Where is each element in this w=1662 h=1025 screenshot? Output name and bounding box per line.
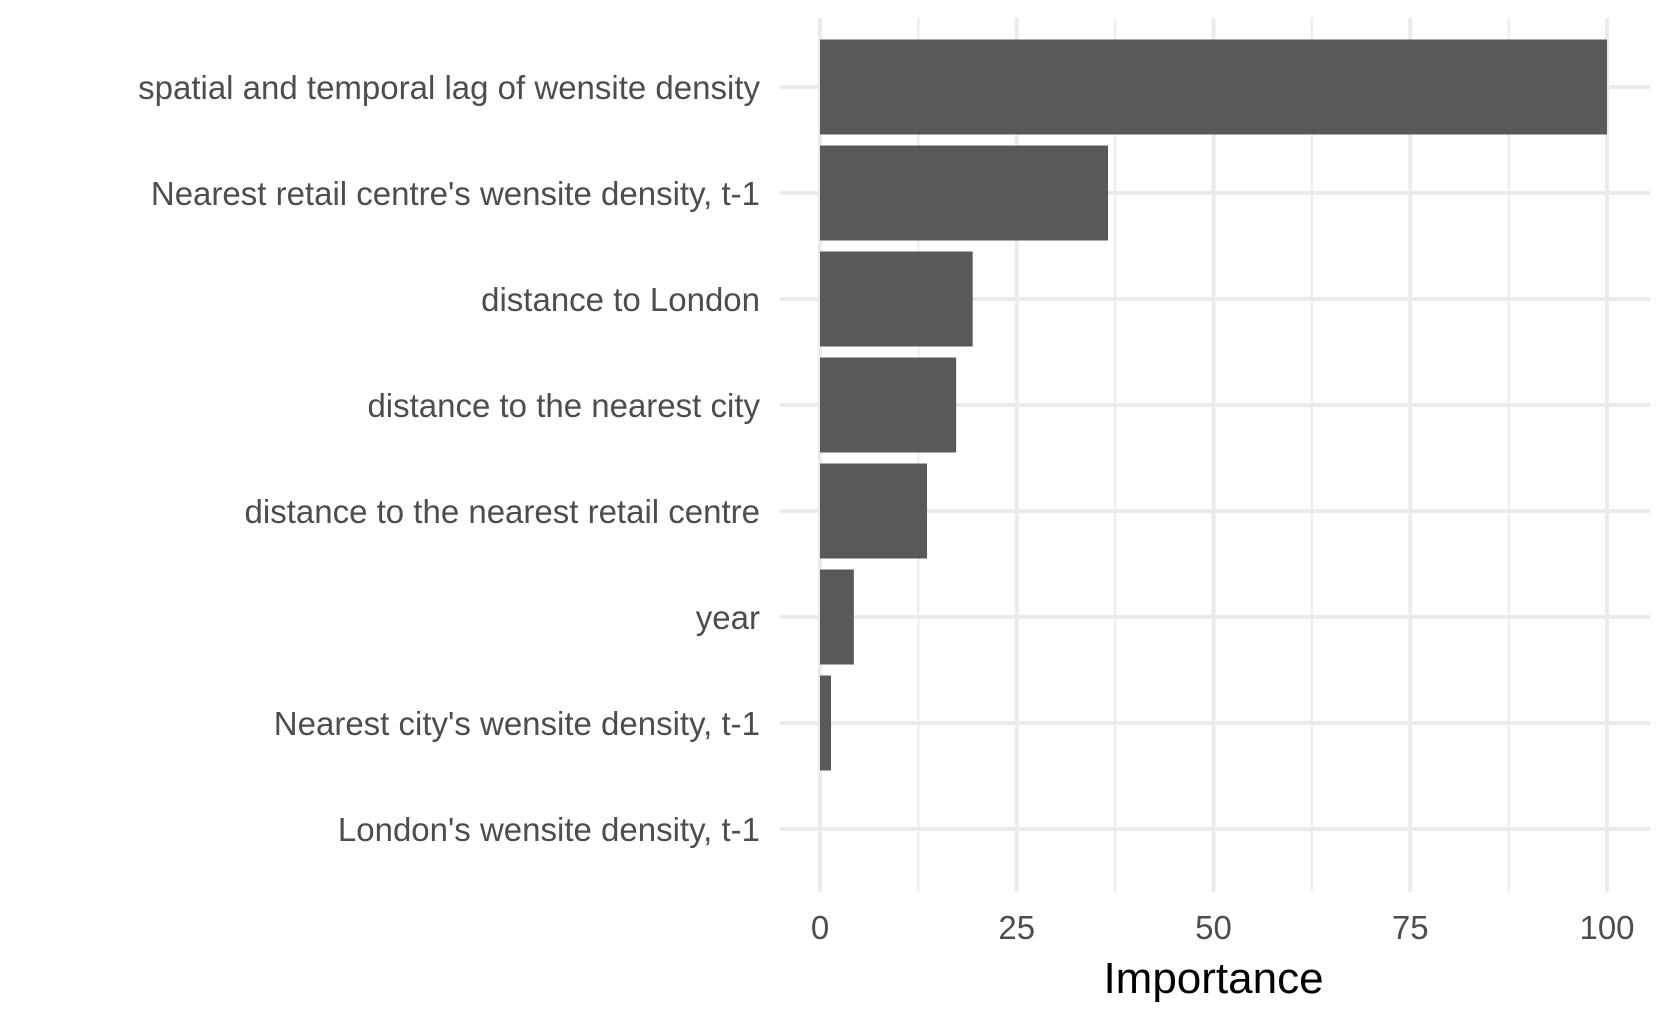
y-tick-label: London's wensite density, t-1 xyxy=(338,811,760,848)
y-tick-label: distance to London xyxy=(481,281,760,318)
x-axis-tick-labels: 0 25 50 75 100 xyxy=(811,909,1635,946)
x-tick-label: 50 xyxy=(1195,909,1232,946)
y-tick-label: spatial and temporal lag of wensite dens… xyxy=(138,69,760,106)
x-tick-label: 100 xyxy=(1579,909,1634,946)
bar xyxy=(820,145,1109,241)
y-tick-label: distance to the nearest retail centre xyxy=(245,493,760,530)
bar xyxy=(820,675,832,771)
x-axis-title: Importance xyxy=(1103,954,1323,1003)
y-tick-label: year xyxy=(696,599,760,636)
grid-minor-lines xyxy=(917,18,1510,892)
y-axis-tick-labels: spatial and temporal lag of wensite dens… xyxy=(138,69,760,848)
bar xyxy=(820,357,957,453)
bars-group xyxy=(820,39,1607,771)
y-tick-label: distance to the nearest city xyxy=(367,387,760,424)
bar xyxy=(820,463,928,559)
x-tick-label: 75 xyxy=(1392,909,1429,946)
y-tick-label: Nearest city's wensite density, t-1 xyxy=(274,705,760,742)
bar xyxy=(820,569,854,665)
x-tick-label: 0 xyxy=(811,909,829,946)
y-tick-label: Nearest retail centre's wensite density,… xyxy=(151,175,760,212)
bar xyxy=(820,39,1607,135)
bar xyxy=(820,251,973,347)
x-tick-label: 25 xyxy=(998,909,1035,946)
